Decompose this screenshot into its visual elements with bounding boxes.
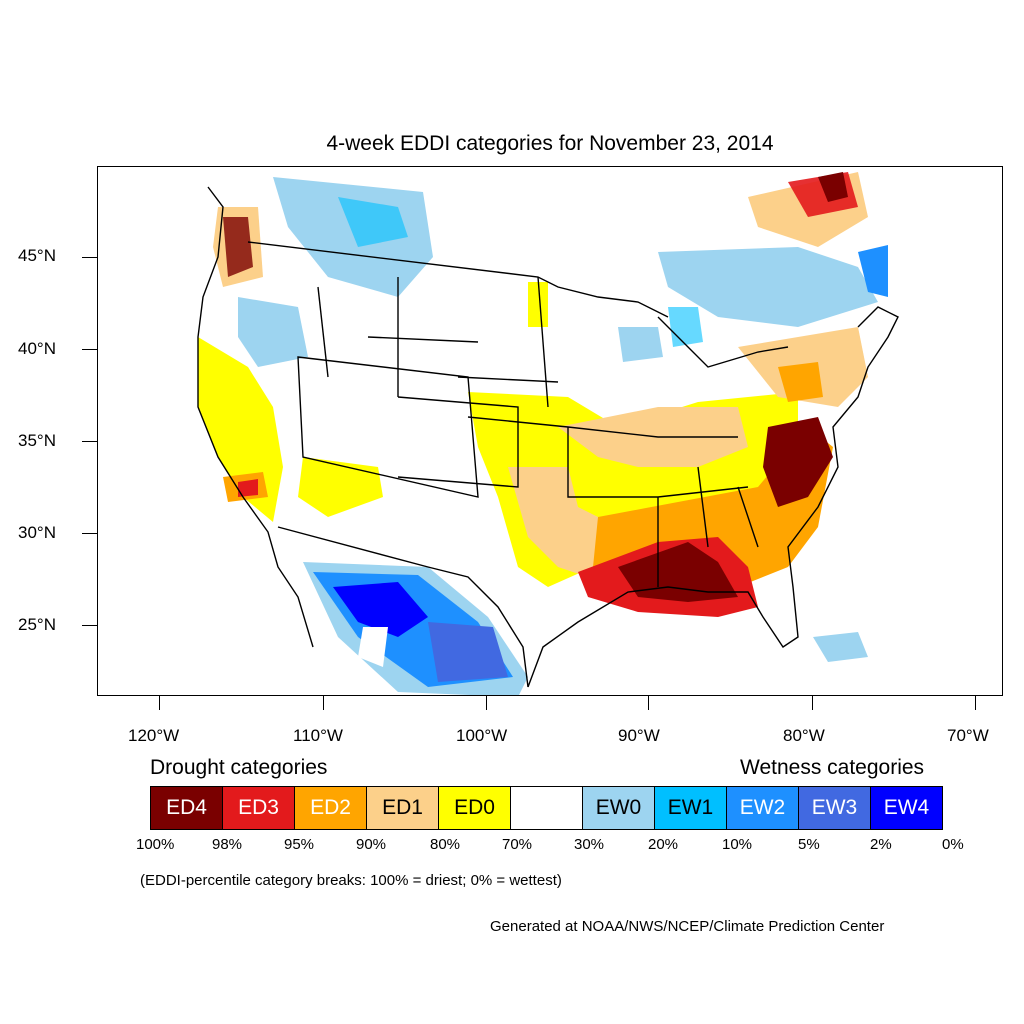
lat-tick xyxy=(82,257,97,258)
drought-heading: Drought categories xyxy=(150,756,328,779)
category-legend: ED4 ED3 ED2 ED1 ED0 EW0 EW1 EW2 EW3 EW4 xyxy=(150,786,943,830)
legend-swatch-ed1: ED1 xyxy=(366,786,439,830)
legend-swatch-neutral xyxy=(510,786,583,830)
legend-swatch-ew2: EW2 xyxy=(726,786,799,830)
wetness-regions xyxy=(238,177,888,695)
legend-swatch-ed2: ED2 xyxy=(294,786,367,830)
lon-label-70: 70°W xyxy=(947,726,989,745)
legend-swatch-ed0: ED0 xyxy=(438,786,511,830)
legend-swatch-ew0: EW0 xyxy=(582,786,655,830)
lat-label-45: 45°N xyxy=(18,246,56,265)
pct-break: 5% xyxy=(798,836,820,853)
lat-label-30: 30°N xyxy=(18,523,56,542)
lon-tick xyxy=(486,696,487,710)
lon-tick xyxy=(648,696,649,710)
pct-break: 30% xyxy=(574,836,605,853)
pct-break: 98% xyxy=(212,836,243,853)
pct-break: 2% xyxy=(870,836,892,853)
pct-break: 10% xyxy=(722,836,753,853)
legend-swatch-ed4: ED4 xyxy=(150,786,223,830)
pct-break: 0% xyxy=(942,836,964,853)
legend-swatch-ew1: EW1 xyxy=(654,786,727,830)
lon-tick xyxy=(975,696,976,710)
lat-label-25: 25°N xyxy=(18,615,56,634)
lon-label-80: 80°W xyxy=(783,726,825,745)
lon-tick xyxy=(323,696,324,710)
pct-break: 80% xyxy=(430,836,461,853)
pct-break: 95% xyxy=(284,836,315,853)
lon-label-90: 90°W xyxy=(618,726,660,745)
legend-swatch-ew3: EW3 xyxy=(798,786,871,830)
lat-tick xyxy=(82,533,97,534)
lat-label-40: 40°N xyxy=(18,339,56,358)
boundaries xyxy=(197,186,899,688)
pct-break: 20% xyxy=(648,836,679,853)
pct-break: 90% xyxy=(356,836,387,853)
lat-tick xyxy=(82,625,97,626)
eddi-map xyxy=(97,166,1003,696)
category-note: (EDDI-percentile category breaks: 100% =… xyxy=(140,872,562,889)
lon-label-100: 100°W xyxy=(456,726,508,745)
legend-swatch-ed3: ED3 xyxy=(222,786,295,830)
pct-break: 100% xyxy=(136,836,175,853)
lat-tick xyxy=(82,349,97,350)
eddi-map-canvas xyxy=(197,172,899,695)
lat-label-35: 35°N xyxy=(18,431,56,450)
pct-break: 70% xyxy=(502,836,533,853)
lon-tick xyxy=(159,696,160,710)
lon-label-120: 120°W xyxy=(128,726,180,745)
credit-text: Generated at NOAA/NWS/NCEP/Climate Predi… xyxy=(490,918,885,935)
lon-tick xyxy=(812,696,813,710)
lat-tick xyxy=(82,441,97,442)
map-title: 4-week EDDI categories for November 23, … xyxy=(326,132,774,155)
wetness-heading: Wetness categories xyxy=(740,756,925,779)
legend-swatch-ew4: EW4 xyxy=(870,786,943,830)
lon-label-110: 110°W xyxy=(293,726,343,745)
